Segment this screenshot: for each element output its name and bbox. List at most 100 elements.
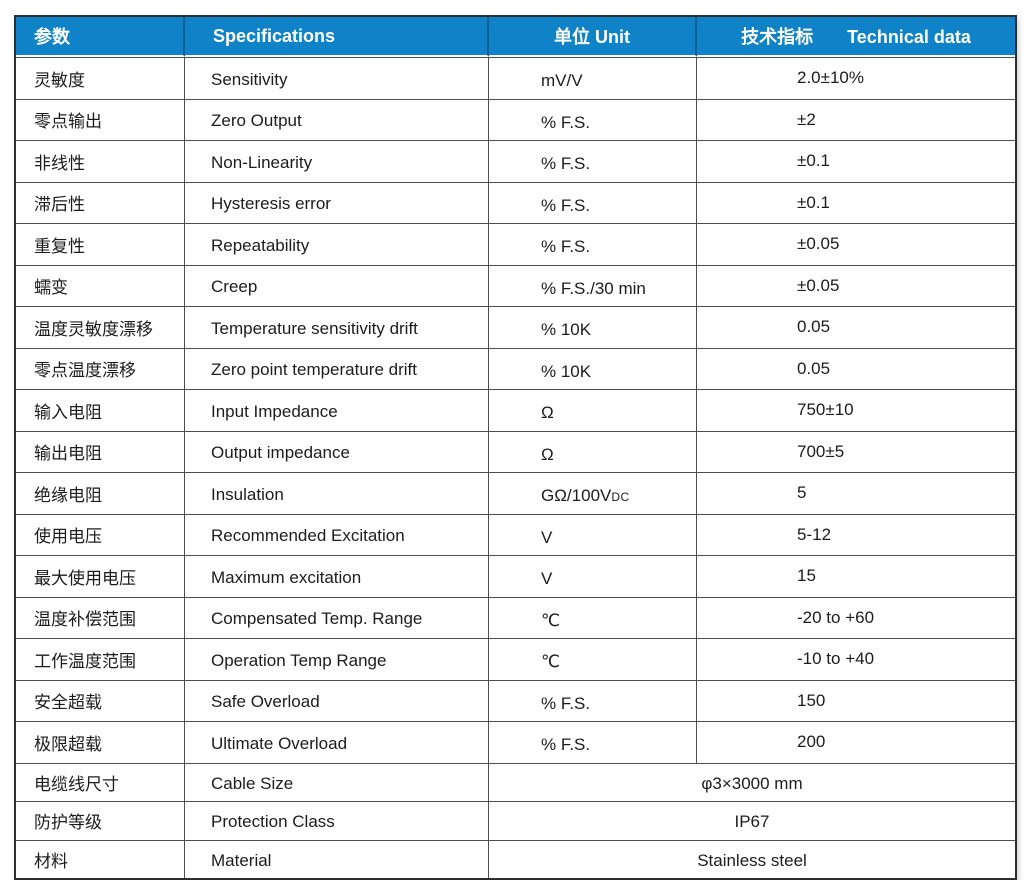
table-row: 重复性 Repeatability% F.S. ±0.05 (16, 223, 1015, 265)
cell-unit: % F.S. (489, 721, 697, 763)
cell-param-zh: 最大使用电压 (16, 555, 185, 597)
table-row: 工作温度范围 Operation Temp Range ℃ -10 to +40 (16, 638, 1015, 680)
cell-param-zh: 输出电阻 (16, 430, 185, 472)
cell-value: ±0.05 (697, 264, 1015, 306)
header-technical-data-en: Technical data (847, 27, 971, 47)
cell-unit: GΩ/100VDC (489, 472, 697, 514)
spec-table: 参数 Specifications 单位 Unit 技术指标 Technical … (14, 15, 1017, 880)
cell-unit: % F.S. (489, 679, 697, 721)
cell-param-zh: 温度灵敏度漂移 (16, 306, 185, 348)
cell-spec-en: Non-Linearity (185, 140, 489, 182)
cell-unit: Ω (489, 430, 697, 472)
cell-param-zh: 安全超载 (16, 679, 185, 721)
table-row: 最大使用电压 Maximum excitation V 15 (16, 555, 1015, 597)
cell-param-zh: 蠕变 (16, 264, 185, 306)
cell-param-zh: 零点温度漂移 (16, 347, 185, 389)
cell-spec-en: Insulation (185, 472, 489, 514)
cell-spec-en: Output impedance (185, 430, 489, 472)
table-row: 材料 Material Stainless steel (16, 839, 1015, 878)
table-row: 灵敏度 Sensitivity mV/V 2.0±10% (16, 57, 1015, 99)
cell-value: 0.05 (697, 347, 1015, 389)
cell-param-zh: 灵敏度 (16, 57, 185, 99)
cell-value: 0.05 (697, 306, 1015, 348)
table-row: 防护等级 Protection Class IP67 (16, 801, 1015, 840)
cell-value: 700±5 (697, 430, 1015, 472)
cell-spec-en: Protection Class (185, 801, 489, 840)
cell-unit: % F.S. (489, 140, 697, 182)
cell-spec-en: Hysteresis error (185, 181, 489, 223)
cell-unit: V (489, 513, 697, 555)
header-technical-data-zh: 技术指标 (741, 27, 814, 47)
cell-param-zh: 输入电阻 (16, 389, 185, 431)
cell-value: 200 (697, 721, 1015, 763)
header-param: 参数 (16, 17, 185, 57)
cell-param-zh: 温度补偿范围 (16, 596, 185, 638)
cell-value: -10 to +40 (697, 638, 1015, 680)
cell-spec-en: Ultimate Overload (185, 721, 489, 763)
cell-param-zh: 极限超载 (16, 721, 185, 763)
table-row: 温度补偿范围 Compensated Temp. Range ℃ -20 to +60 (16, 596, 1015, 638)
cell-param-zh: 使用电压 (16, 513, 185, 555)
cell-spec-en: Operation Temp Range (185, 638, 489, 680)
table-row: 蠕变 Creep% F.S./30 min ±0.05 (16, 264, 1015, 306)
cell-merged-value: φ3×3000 mm (489, 762, 1015, 801)
cell-param-zh: 滞后性 (16, 181, 185, 223)
cell-param-zh: 零点输出 (16, 98, 185, 140)
cell-param-zh: 工作温度范围 (16, 638, 185, 680)
table-row: 非线性 Non-Linearity% F.S. ±0.1 (16, 140, 1015, 182)
cell-value: 15 (697, 555, 1015, 597)
cell-unit: mV/V (489, 57, 697, 99)
cell-spec-en: Temperature sensitivity drift (185, 306, 489, 348)
cell-param-zh: 防护等级 (16, 801, 185, 840)
cell-spec-en: Cable Size (185, 762, 489, 801)
cell-unit: ℃ (489, 596, 697, 638)
cell-merged-value: IP67 (489, 801, 1015, 840)
cell-spec-en: Zero point temperature drift (185, 347, 489, 389)
cell-value: 5-12 (697, 513, 1015, 555)
cell-param-zh: 非线性 (16, 140, 185, 182)
cell-value: 2.0±10% (697, 57, 1015, 99)
unit-subscript: DC (611, 490, 630, 505)
cell-spec-en: Input Impedance (185, 389, 489, 431)
cell-spec-en: Creep (185, 264, 489, 306)
table-row: 温度灵敏度漂移 Temperature sensitivity drift% 10… (16, 306, 1015, 348)
cell-value: 5 (697, 472, 1015, 514)
cell-spec-en: Compensated Temp. Range (185, 596, 489, 638)
spec-sheet-page: 参数 Specifications 单位 Unit 技术指标 Technical … (14, 15, 1017, 880)
cell-value: 150 (697, 679, 1015, 721)
table-row: 零点温度漂移 Zero point temperature drift% 10K 0… (16, 347, 1015, 389)
cell-unit: ℃ (489, 638, 697, 680)
cell-value: ±0.05 (697, 223, 1015, 265)
cell-value: 750±10 (697, 389, 1015, 431)
spec-table-body: 灵敏度 Sensitivity mV/V 2.0±10% 零点输出 Zero Output… (16, 57, 1015, 878)
header-technical-data: 技术指标 Technical data (697, 17, 1015, 57)
cell-param-zh: 材料 (16, 839, 185, 878)
cell-unit: % F.S. (489, 223, 697, 265)
cell-param-zh: 重复性 (16, 223, 185, 265)
table-row: 电缆线尺寸 Cable Size φ3×3000 mm (16, 762, 1015, 801)
table-row: 极限超载 Ultimate Overload% F.S. 200 (16, 721, 1015, 763)
table-row: 安全超载 Safe Overload% F.S. 150 (16, 679, 1015, 721)
cell-merged-value: Stainless steel (489, 839, 1015, 878)
cell-unit: % 10K (489, 306, 697, 348)
table-row: 绝缘电阻 Insulation GΩ/100VDC 5 (16, 472, 1015, 514)
cell-spec-en: Safe Overload (185, 679, 489, 721)
cell-spec-en: Recommended Excitation (185, 513, 489, 555)
cell-spec-en: Zero Output (185, 98, 489, 140)
cell-spec-en: Maximum excitation (185, 555, 489, 597)
table-row: 滞后性 Hysteresis error% F.S. ±0.1 (16, 181, 1015, 223)
cell-unit: % 10K (489, 347, 697, 389)
table-row: 使用电压 Recommended Excitation V 5-12 (16, 513, 1015, 555)
header-specifications: Specifications (185, 17, 489, 57)
table-row: 输出电阻 Output impedance Ω 700±5 (16, 430, 1015, 472)
header-row: 参数 Specifications 单位 Unit 技术指标 Technical … (16, 17, 1015, 57)
cell-value: -20 to +60 (697, 596, 1015, 638)
cell-unit: % F.S. (489, 98, 697, 140)
cell-spec-en: Sensitivity (185, 57, 489, 99)
cell-param-zh: 绝缘电阻 (16, 472, 185, 514)
cell-spec-en: Material (185, 839, 489, 878)
cell-value: ±0.1 (697, 181, 1015, 223)
cell-value: ±2 (697, 98, 1015, 140)
cell-value: ±0.1 (697, 140, 1015, 182)
cell-unit: Ω (489, 389, 697, 431)
